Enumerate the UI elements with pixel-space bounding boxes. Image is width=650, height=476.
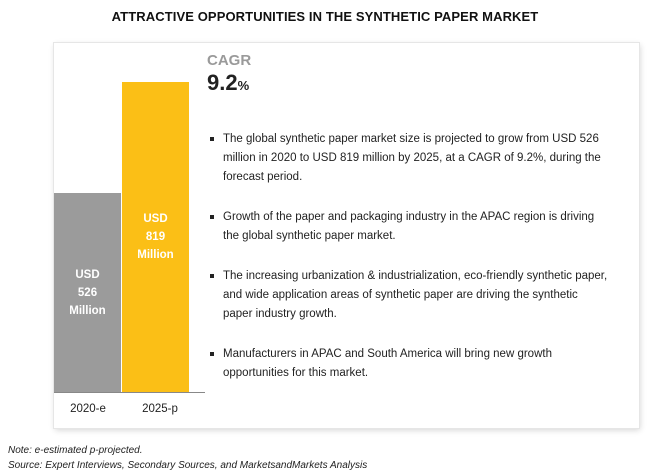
x-axis-baseline xyxy=(54,392,205,393)
bullet-icon xyxy=(210,137,214,141)
cagr-label: CAGR xyxy=(207,52,252,69)
key-point: The global synthetic paper market size i… xyxy=(210,130,610,187)
footnote-note: Note: e-estimated p-projected. xyxy=(8,445,143,456)
key-points-list: The global synthetic paper market size i… xyxy=(210,130,610,404)
bullet-icon xyxy=(210,215,214,219)
cagr-value: 9.2% xyxy=(207,70,249,96)
key-point-text: Manufacturers in APAC and South America … xyxy=(223,348,552,379)
bar-2020-label-line1: USD xyxy=(75,268,100,281)
key-point: Manufacturers in APAC and South America … xyxy=(210,345,610,383)
bar-2020: USD 526 Million xyxy=(54,193,121,392)
key-point-text: The increasing urbanization & industrial… xyxy=(223,270,608,320)
bar-2020-label-line3: Million xyxy=(69,304,106,317)
key-point-text: The global synthetic paper market size i… xyxy=(223,133,601,183)
key-point: The increasing urbanization & industrial… xyxy=(210,267,610,324)
bar-2025-label-line2: 819 xyxy=(145,231,166,243)
bar-2025-label-line1: USD xyxy=(143,213,168,225)
bar-2020-label-line2: 526 xyxy=(77,286,98,299)
chart-title: ATTRACTIVE OPPORTUNITIES IN THE SYNTHETI… xyxy=(111,9,539,24)
bullet-icon xyxy=(210,274,214,278)
bar-2025-label-line3: Million xyxy=(137,249,174,261)
key-point: Growth of the paper and packaging indust… xyxy=(210,208,610,246)
bar-2025: USD 819 Million xyxy=(122,82,189,392)
bullet-icon xyxy=(210,352,214,356)
x-tick-label-2020: 2020-e xyxy=(70,403,106,415)
cagr-unit: % xyxy=(237,78,250,93)
footnote-source: Source: Expert Interviews, Secondary Sou… xyxy=(8,460,368,471)
x-tick-label-2025: 2025-p xyxy=(142,403,178,415)
key-point-text: Growth of the paper and packaging indust… xyxy=(223,211,595,242)
cagr-number: 9.2 xyxy=(207,70,238,95)
